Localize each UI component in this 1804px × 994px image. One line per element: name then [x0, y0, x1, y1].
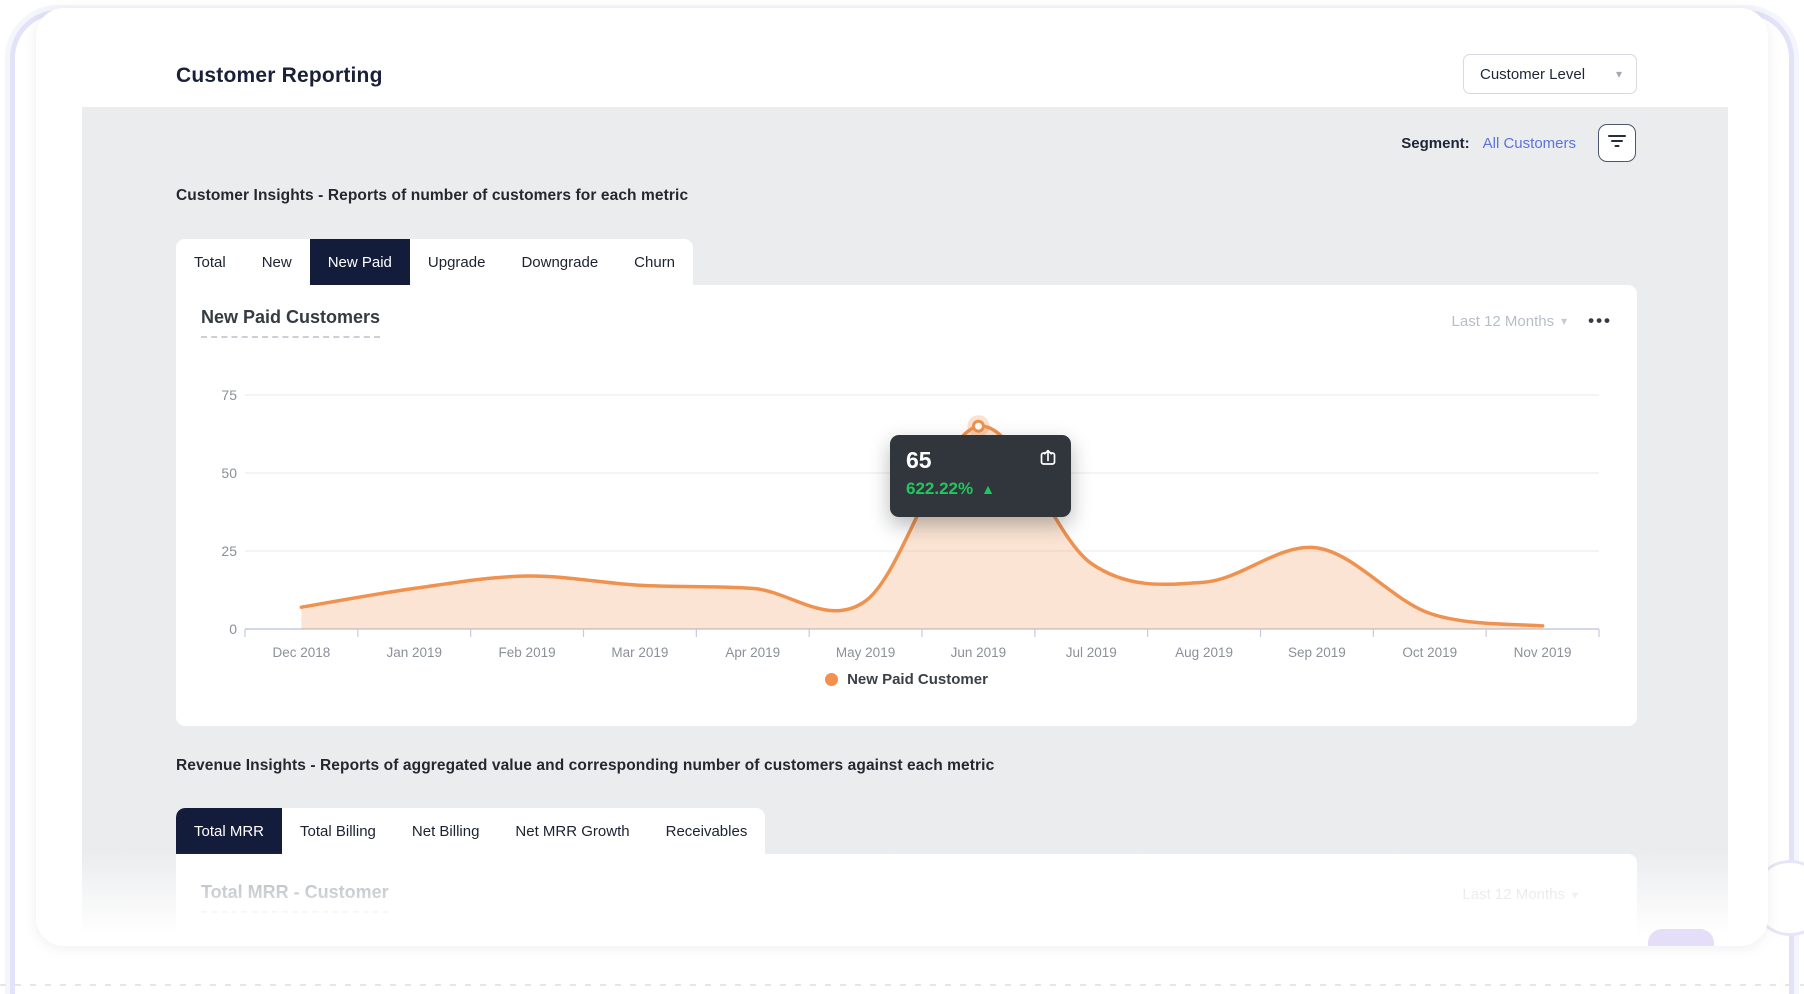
new-paid-customers-card: New Paid Customers Last 12 Months ▾ ••• … [176, 285, 1637, 726]
tab-upgrade[interactable]: Upgrade [427, 253, 486, 271]
tooltip-value: 65 [906, 447, 932, 473]
tab-net-billing[interactable]: Net Billing [411, 822, 480, 840]
chart-title: New Paid Customers [201, 307, 381, 338]
legend-dot-icon [825, 673, 839, 686]
svg-text:Aug 2019: Aug 2019 [1175, 645, 1233, 660]
svg-text:0: 0 [229, 621, 237, 637]
filter-icon [1608, 134, 1626, 153]
svg-text:Oct 2019: Oct 2019 [1402, 645, 1457, 660]
legend-label: New Paid Customer [847, 671, 988, 688]
svg-text:25: 25 [221, 543, 237, 559]
svg-text:Sep 2019: Sep 2019 [1288, 645, 1346, 660]
chevron-down-icon: ▾ [1615, 67, 1622, 81]
svg-text:75: 75 [221, 387, 237, 403]
customer-insights-heading: Customer Insights - Reports of number of… [176, 187, 689, 204]
svg-text:Jan 2019: Jan 2019 [386, 645, 442, 660]
reporting-panel: Segment: All Customers Customer Insights… [82, 107, 1728, 946]
svg-text:Nov 2019: Nov 2019 [1514, 645, 1572, 660]
revenue-chart-controls: Last 12 Months ▾ [1462, 886, 1578, 903]
main-page: Customer Reporting Customer Level ▾ Segm… [36, 8, 1768, 946]
tooltip-change-pct: 622.22% [906, 479, 974, 498]
tooltip-change: 622.22% ▲ [906, 479, 1055, 499]
revenue-insights-tabs: Total MRR Total Billing Net Billing Net … [176, 808, 766, 854]
total-mrr-card: Total MRR - Customer Last 12 Months ▾ [176, 854, 1637, 946]
filter-button[interactable] [1598, 124, 1636, 162]
tab-downgrade[interactable]: Downgrade [521, 253, 599, 271]
export-icon[interactable] [1038, 448, 1058, 473]
chart-legend: New Paid Customer [176, 671, 1637, 688]
svg-text:50: 50 [221, 465, 237, 481]
tab-total-mrr[interactable]: Total MRR [176, 808, 283, 854]
revenue-chart-title: Total MRR - Customer [201, 882, 389, 913]
decorative-dotted-line [0, 984, 1804, 986]
chevron-down-icon[interactable]: ▾ [1571, 887, 1578, 902]
customer-level-value: Customer Level [1480, 65, 1586, 83]
chevron-down-icon[interactable]: ▾ [1561, 314, 1568, 328]
more-menu-button[interactable]: ••• [1588, 311, 1612, 330]
tab-net-mrr-growth[interactable]: Net MRR Growth [515, 822, 630, 840]
range-selector[interactable]: Last 12 Months [1451, 312, 1555, 330]
svg-text:Jul 2019: Jul 2019 [1066, 645, 1117, 660]
svg-text:Apr 2019: Apr 2019 [725, 645, 780, 660]
tab-receivables[interactable]: Receivables [665, 822, 748, 840]
svg-text:May 2019: May 2019 [836, 645, 895, 660]
svg-text:Dec 2018: Dec 2018 [273, 645, 331, 660]
chart-tooltip: 65 622.22% ▲ [890, 435, 1071, 517]
arrow-up-icon: ▲ [981, 481, 995, 497]
range-selector[interactable]: Last 12 Months [1462, 886, 1565, 903]
segment-row: Segment: All Customers [1401, 124, 1636, 162]
chart-controls: Last 12 Months ▾ ••• [1452, 311, 1612, 331]
segment-label: Segment: [1401, 134, 1470, 152]
decorative-blob [1648, 929, 1714, 946]
tab-total[interactable]: Total [194, 253, 226, 271]
customer-level-dropdown[interactable]: Customer Level ▾ [1463, 54, 1637, 94]
svg-text:Feb 2019: Feb 2019 [499, 645, 556, 660]
customer-insights-tabs: Total New New Paid Upgrade Downgrade Chu… [176, 239, 694, 285]
segment-value-link[interactable]: All Customers [1482, 134, 1576, 152]
tab-churn[interactable]: Churn [634, 253, 676, 271]
tab-new-paid[interactable]: New Paid [309, 239, 410, 285]
tab-new[interactable]: New [261, 253, 292, 271]
revenue-insights-heading: Revenue Insights - Reports of aggregated… [176, 757, 995, 774]
page-title: Customer Reporting [176, 64, 383, 87]
svg-text:Jun 2019: Jun 2019 [951, 645, 1007, 660]
svg-text:Mar 2019: Mar 2019 [611, 645, 668, 660]
tab-total-billing[interactable]: Total Billing [300, 822, 376, 840]
